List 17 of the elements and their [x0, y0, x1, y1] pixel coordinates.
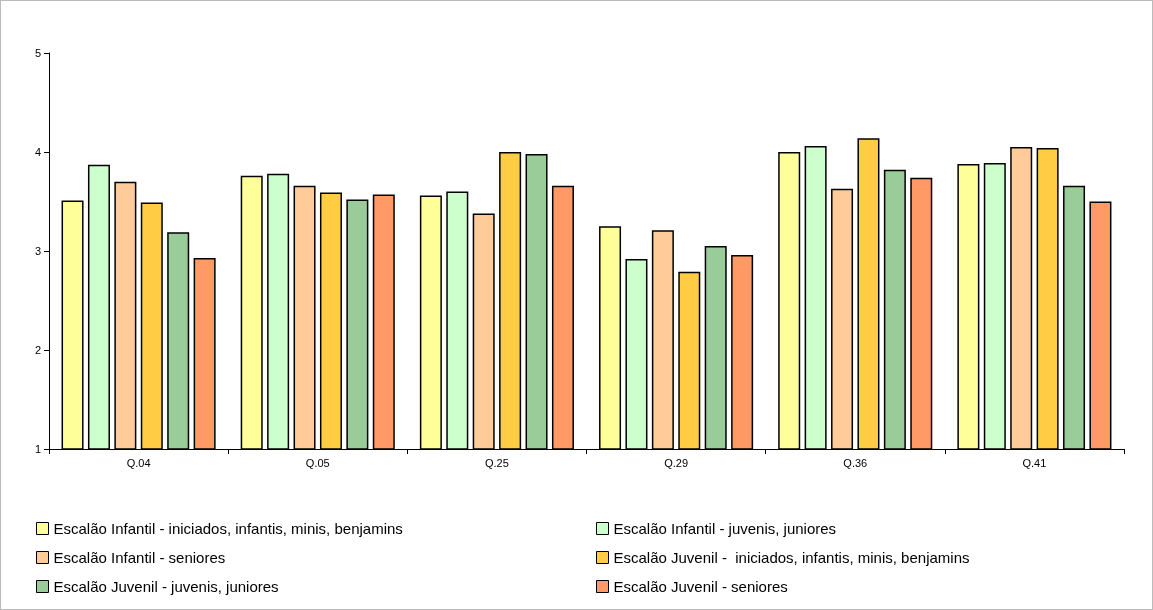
legend-label: Escalão Infantil - iniciados, infantis, minis, benjamins — [53, 520, 403, 537]
legend-label: Escalão Infantil - juvenis, juniores — [613, 520, 837, 537]
legend-label: Escalão Juvenil - juvenis, juniores — [53, 578, 279, 595]
y-tick-label: 1 — [34, 443, 41, 455]
y-tick-label: 5 — [34, 47, 41, 59]
y-tick-label: 4 — [34, 146, 41, 158]
legend-label: Escalão Juvenil - seniores — [613, 578, 788, 595]
x-tick-label: Q.25 — [484, 456, 509, 469]
legend-label: Escalão Infantil - seniores — [53, 549, 226, 566]
x-tick-label: Q.05 — [305, 456, 330, 469]
legend-label: Escalão Juvenil - iniciados, infantis, minis, benjamins — [613, 549, 970, 566]
y-tick-label: 2 — [34, 344, 41, 356]
x-tick-label: Q.04 — [126, 456, 151, 469]
x-tick-label: Q.29 — [664, 456, 689, 469]
y-tick-label: 3 — [34, 245, 41, 257]
x-tick-label: Q.41 — [1022, 456, 1047, 469]
x-tick-label: Q.36 — [843, 456, 868, 469]
